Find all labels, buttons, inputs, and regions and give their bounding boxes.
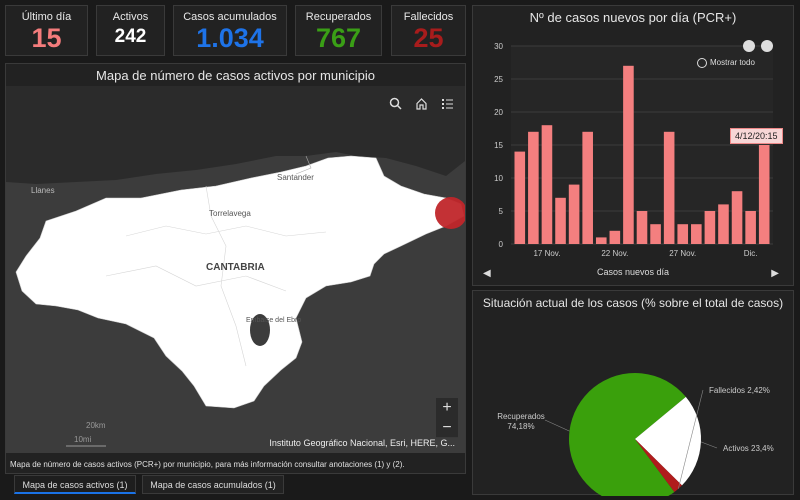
prev-arrow-icon[interactable]: ◀ [483,268,491,279]
kpi-label: Fallecidos [403,11,454,23]
y-tick-label: 20 [494,108,503,117]
map-panel: Mapa de número de casos activos por muni… [5,63,466,474]
kpi-recuperados: Recuperados 767 [295,5,382,56]
pie-label: Recuperados [497,412,545,421]
kpi-label: Casos acumulados [183,11,277,23]
kpi-fallecidos: Fallecidos 25 [391,5,466,56]
map-attribution[interactable]: Instituto Geográfico Nacional, Esri, HER… [265,437,459,449]
y-tick-label: 25 [494,75,503,84]
bar[interactable] [650,224,661,244]
zoom-in-button[interactable]: + [436,398,458,418]
pie-leader-line [544,419,570,432]
pie-slice[interactable] [635,439,682,492]
pie-slice[interactable] [569,373,686,496]
kpi-label: Recuperados [305,11,372,23]
map-label-santander: Santander [277,173,314,182]
municipality-border [295,155,312,175]
kpi-ultimo-dia: Último día 15 [5,5,88,56]
show-all-label: Mostrar todo [710,58,755,68]
home-icon[interactable] [408,90,434,116]
bar[interactable] [568,184,580,244]
map-canvas[interactable]: Llanes Santander Torrelavega CANTABRIA E… [6,86,465,453]
x-tick-label: Dic. [744,249,758,258]
zoom-out-button[interactable]: − [436,418,458,438]
list-icon[interactable] [434,90,460,116]
kpi-value: 25 [413,23,444,53]
x-tick-label: 17 Nov. [533,249,560,258]
next-arrow-icon[interactable]: ▶ [771,268,779,279]
bar[interactable] [691,224,702,244]
pie-leader-line [700,441,718,449]
bar[interactable] [555,197,566,244]
bar-tooltip: 4/12/20:15 [730,128,783,144]
kpi-acumulados: Casos acumulados 1.034 [173,5,287,56]
bar[interactable] [514,151,526,244]
kpi-label: Último día [21,11,72,23]
play-icon[interactable] [761,40,773,52]
map-svg: Llanes Santander Torrelavega CANTABRIA E… [6,86,465,453]
embalse-water [250,314,270,346]
search-icon[interactable] [382,90,408,116]
bar[interactable] [731,191,743,244]
map-label-embalse: Embalse del Ebro [246,317,301,324]
tab-casos-acumulados[interactable]: Mapa de casos acumulados (1) [142,475,284,494]
cantabria-region[interactable] [15,155,465,409]
bar[interactable] [636,211,648,244]
bar[interactable] [609,230,621,244]
pie-label-value: 74,18% [507,422,534,431]
bar-chart-footer: Casos nuevos día [596,267,670,277]
zoom-out-icon [697,58,707,68]
bar[interactable] [595,237,607,244]
show-all-button[interactable]: Mostrar todo [697,58,755,68]
bar-chart-panel: Nº de casos nuevos por día (PCR+) 0 5 10 15… [472,5,794,286]
x-tick-label: 22 Nov. [601,249,628,258]
active-cases-marker[interactable] [435,197,465,229]
pie-chart-panel: Situación actual de los casos (% sobre e… [472,290,794,496]
scale-mi: 10mi [74,435,92,444]
y-tick-label: 15 [494,141,503,150]
pause-icon[interactable] [743,40,755,52]
map-toolbar [382,90,460,116]
bar[interactable] [582,131,593,244]
kpi-value: 242 [114,26,147,47]
scale-km: 20km [86,421,106,430]
kpi-value: 1.034 [196,23,264,53]
map-title: Mapa de número de casos activos por muni… [96,68,375,83]
bar[interactable] [704,211,716,244]
kpi-value: 767 [315,23,362,53]
bar[interactable] [663,131,675,244]
sea-area [6,86,465,184]
bar[interactable] [623,65,634,244]
y-tick-label: 30 [494,42,503,51]
pie-chart-title: Situación actual de los casos (% sobre e… [482,296,784,310]
map-label-torrelavega: Torrelavega [209,209,251,218]
y-tick-label: 5 [499,207,504,216]
map-label-llanes: Llanes [31,186,55,195]
map-footnote: Mapa de número de casos activos (PCR+) p… [10,460,405,469]
pie-leader-line [678,389,704,489]
bar[interactable] [541,125,553,244]
kpi-label: Activos [112,11,149,23]
map-label-region: CANTABRIA [206,262,265,273]
kpi-value: 15 [31,23,62,53]
bar-chart-title: Nº de casos nuevos por día (PCR+) [529,10,737,25]
kpi-activos: Activos 242 [96,5,165,56]
tab-casos-activos[interactable]: Mapa de casos activos (1) [14,475,136,494]
bar-chart-svg: 0 5 10 15 20 25 30 17 Nov. 22 Nov. 27 Nov. Dic. [494,42,773,258]
bar[interactable] [718,204,729,244]
y-tick-label: 0 [499,240,504,249]
bar[interactable] [528,131,539,244]
pie-label: Activos 23,4% [723,444,774,453]
bar[interactable] [758,145,770,244]
y-tick-label: 10 [494,174,503,183]
pie-label: Fallecidos 2,42% [709,386,770,395]
bar[interactable] [677,224,689,244]
municipality-borders [105,185,327,367]
bar[interactable] [745,211,756,244]
x-tick-label: 27 Nov. [669,249,696,258]
